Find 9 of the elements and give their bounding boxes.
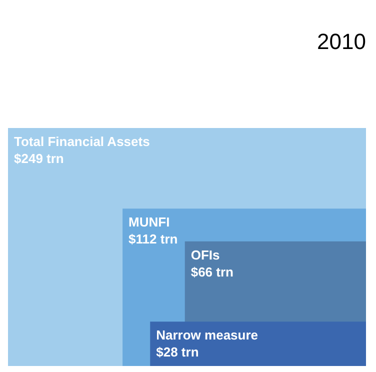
category-label: Narrow measure (156, 328, 258, 343)
text: 2010 (317, 29, 366, 54)
category-label: MUNFI (128, 214, 170, 230)
category-label: OFIs (190, 247, 220, 262)
data-label: $112 trn (128, 232, 178, 247)
data-label: $66 trn (190, 264, 234, 280)
category-label: Total Financial Assets (14, 134, 150, 149)
data-label: $249 trn (14, 151, 64, 166)
data-label: $28 trn (156, 344, 199, 360)
